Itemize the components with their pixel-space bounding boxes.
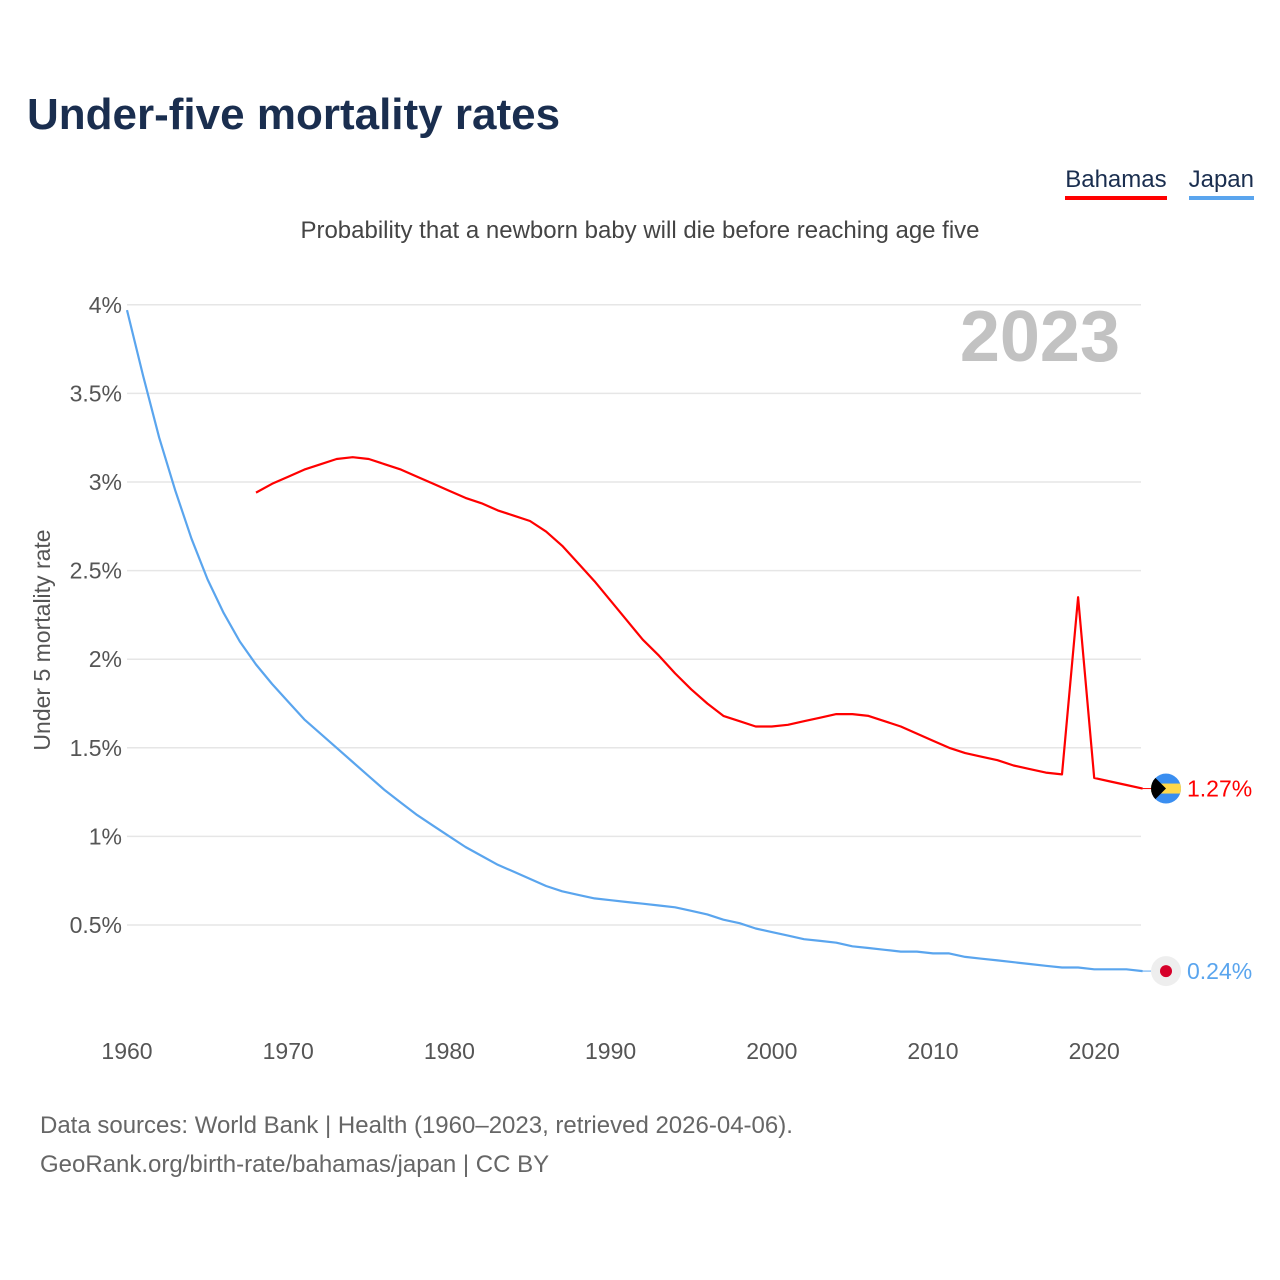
- y-tick-label: 2.5%: [70, 558, 122, 584]
- y-tick-label: 2%: [89, 646, 122, 672]
- x-tick-label: 2010: [907, 1038, 958, 1064]
- x-tick-label: 1980: [424, 1038, 475, 1064]
- legend-item-japan[interactable]: Japan: [1188, 166, 1254, 200]
- end-value-label-japan: 0.24%: [1187, 958, 1252, 984]
- end-value-label-bahamas: 1.27%: [1187, 776, 1252, 802]
- legend: Bahamas Japan: [1065, 166, 1254, 200]
- series-line-bahamas: [255, 456, 1143, 790]
- y-axis-label: Under 5 mortality rate: [29, 529, 55, 750]
- japan-flag-disc: [1160, 965, 1172, 978]
- y-tick-label: 3%: [89, 469, 122, 495]
- data-source-text: Data sources: World Bank | Health (1960–…: [40, 1112, 793, 1139]
- x-tick-label: 2000: [746, 1038, 797, 1064]
- x-tick-label: 1990: [585, 1038, 636, 1064]
- chart-subtitle: Probability that a newborn baby will die…: [300, 217, 980, 244]
- bahamas-flag-body: [1151, 773, 1181, 804]
- year-watermark: 2023: [960, 297, 1120, 377]
- y-tick-label: 1%: [89, 823, 122, 849]
- y-tick-label: 1.5%: [70, 735, 122, 761]
- attribution-link[interactable]: GeoRank.org/birth-rate/bahamas/japan | C…: [40, 1151, 550, 1178]
- chart-title: Under-five mortality rates: [27, 90, 561, 139]
- y-tick-label: 3.5%: [70, 380, 122, 406]
- x-tick-label: 2020: [1069, 1038, 1120, 1064]
- series-line-japan: [125, 309, 1143, 973]
- x-tick-label: 1960: [101, 1038, 152, 1064]
- y-tick-label: 0.5%: [70, 912, 122, 938]
- x-tick-label: 1970: [263, 1038, 314, 1064]
- y-tick-label: 4%: [89, 292, 122, 318]
- legend-item-bahamas[interactable]: Bahamas: [1065, 166, 1167, 200]
- footer: Data sources: World Bank | Health (1960–…: [40, 1106, 793, 1184]
